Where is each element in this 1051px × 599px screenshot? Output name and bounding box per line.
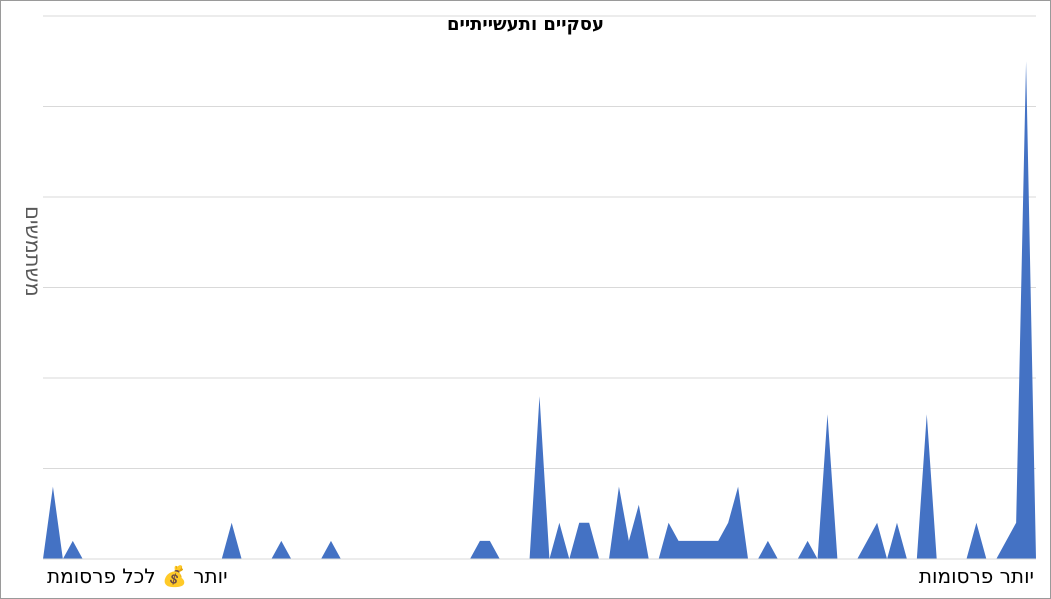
x-axis-label-left: יותר 💰 לכל פרסומת xyxy=(47,564,228,588)
y-axis-label: משתמשים xyxy=(21,206,45,297)
series-area xyxy=(43,61,1036,559)
x-axis-label-right: יותר פרסומות xyxy=(918,564,1034,588)
chart-title: עסקיים ותעשייתיים xyxy=(446,14,605,35)
